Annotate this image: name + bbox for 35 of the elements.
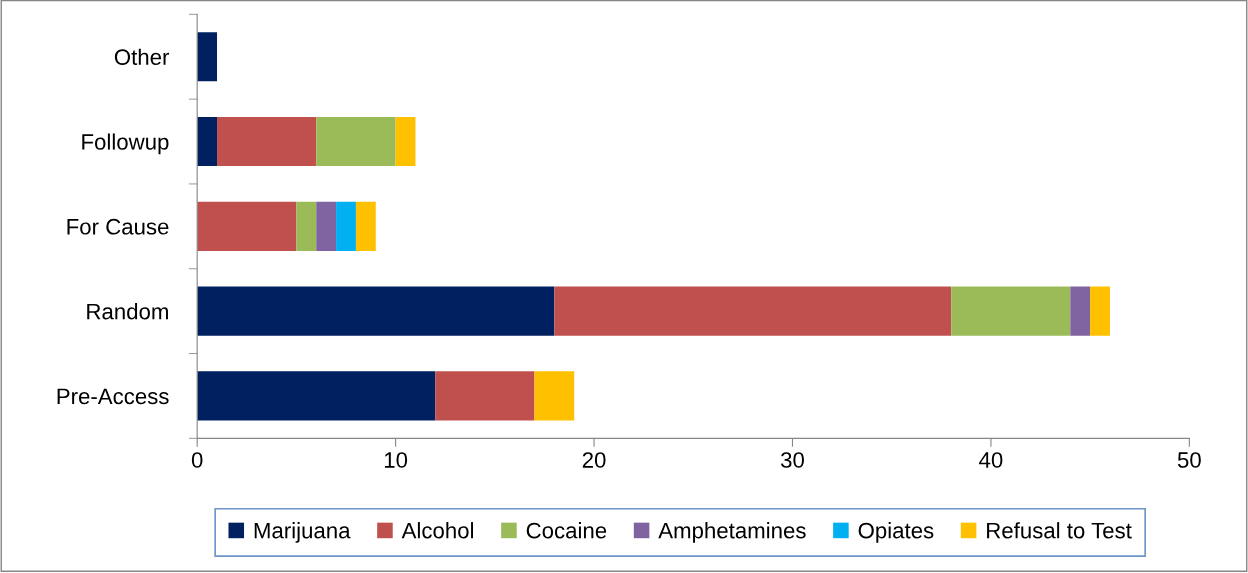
bar bbox=[217, 116, 317, 167]
legend-label: Amphetamines bbox=[658, 522, 806, 543]
x-tick-label: 40 bbox=[979, 452, 1003, 468]
bar bbox=[197, 32, 218, 82]
bar bbox=[395, 116, 416, 167]
x-tick-label: 20 bbox=[582, 452, 606, 468]
bar bbox=[336, 201, 356, 251]
y-tick-label: Other bbox=[114, 48, 170, 65]
legend-label: Cocaine bbox=[526, 522, 607, 539]
bar bbox=[435, 371, 535, 421]
bar bbox=[316, 201, 337, 251]
y-tick-label: For Cause bbox=[67, 218, 169, 235]
bar bbox=[197, 286, 555, 336]
bar bbox=[296, 201, 317, 251]
legend-label: Refusal to Test bbox=[987, 522, 1132, 539]
y-tick-label: Followup bbox=[82, 133, 169, 155]
legend-label: Alcohol bbox=[401, 522, 474, 539]
y-tick-label: Random bbox=[87, 303, 168, 320]
x-tick-label: 10 bbox=[384, 452, 408, 468]
legend-label: Marijuana bbox=[254, 522, 351, 543]
bar bbox=[355, 201, 376, 251]
legend-label: Opiates bbox=[858, 522, 934, 543]
bar bbox=[197, 371, 436, 421]
bar bbox=[951, 286, 1071, 336]
y-tick-label: Pre-Access bbox=[57, 388, 169, 405]
bar bbox=[554, 286, 952, 336]
x-tick-label: 0 bbox=[191, 452, 203, 468]
bar bbox=[316, 116, 396, 167]
x-tick-label: 50 bbox=[1177, 452, 1201, 468]
bar bbox=[197, 116, 218, 167]
bar bbox=[534, 371, 575, 421]
bar bbox=[1070, 286, 1091, 336]
bar bbox=[197, 201, 297, 251]
x-tick-label: 30 bbox=[780, 452, 804, 468]
bar bbox=[1090, 286, 1110, 336]
